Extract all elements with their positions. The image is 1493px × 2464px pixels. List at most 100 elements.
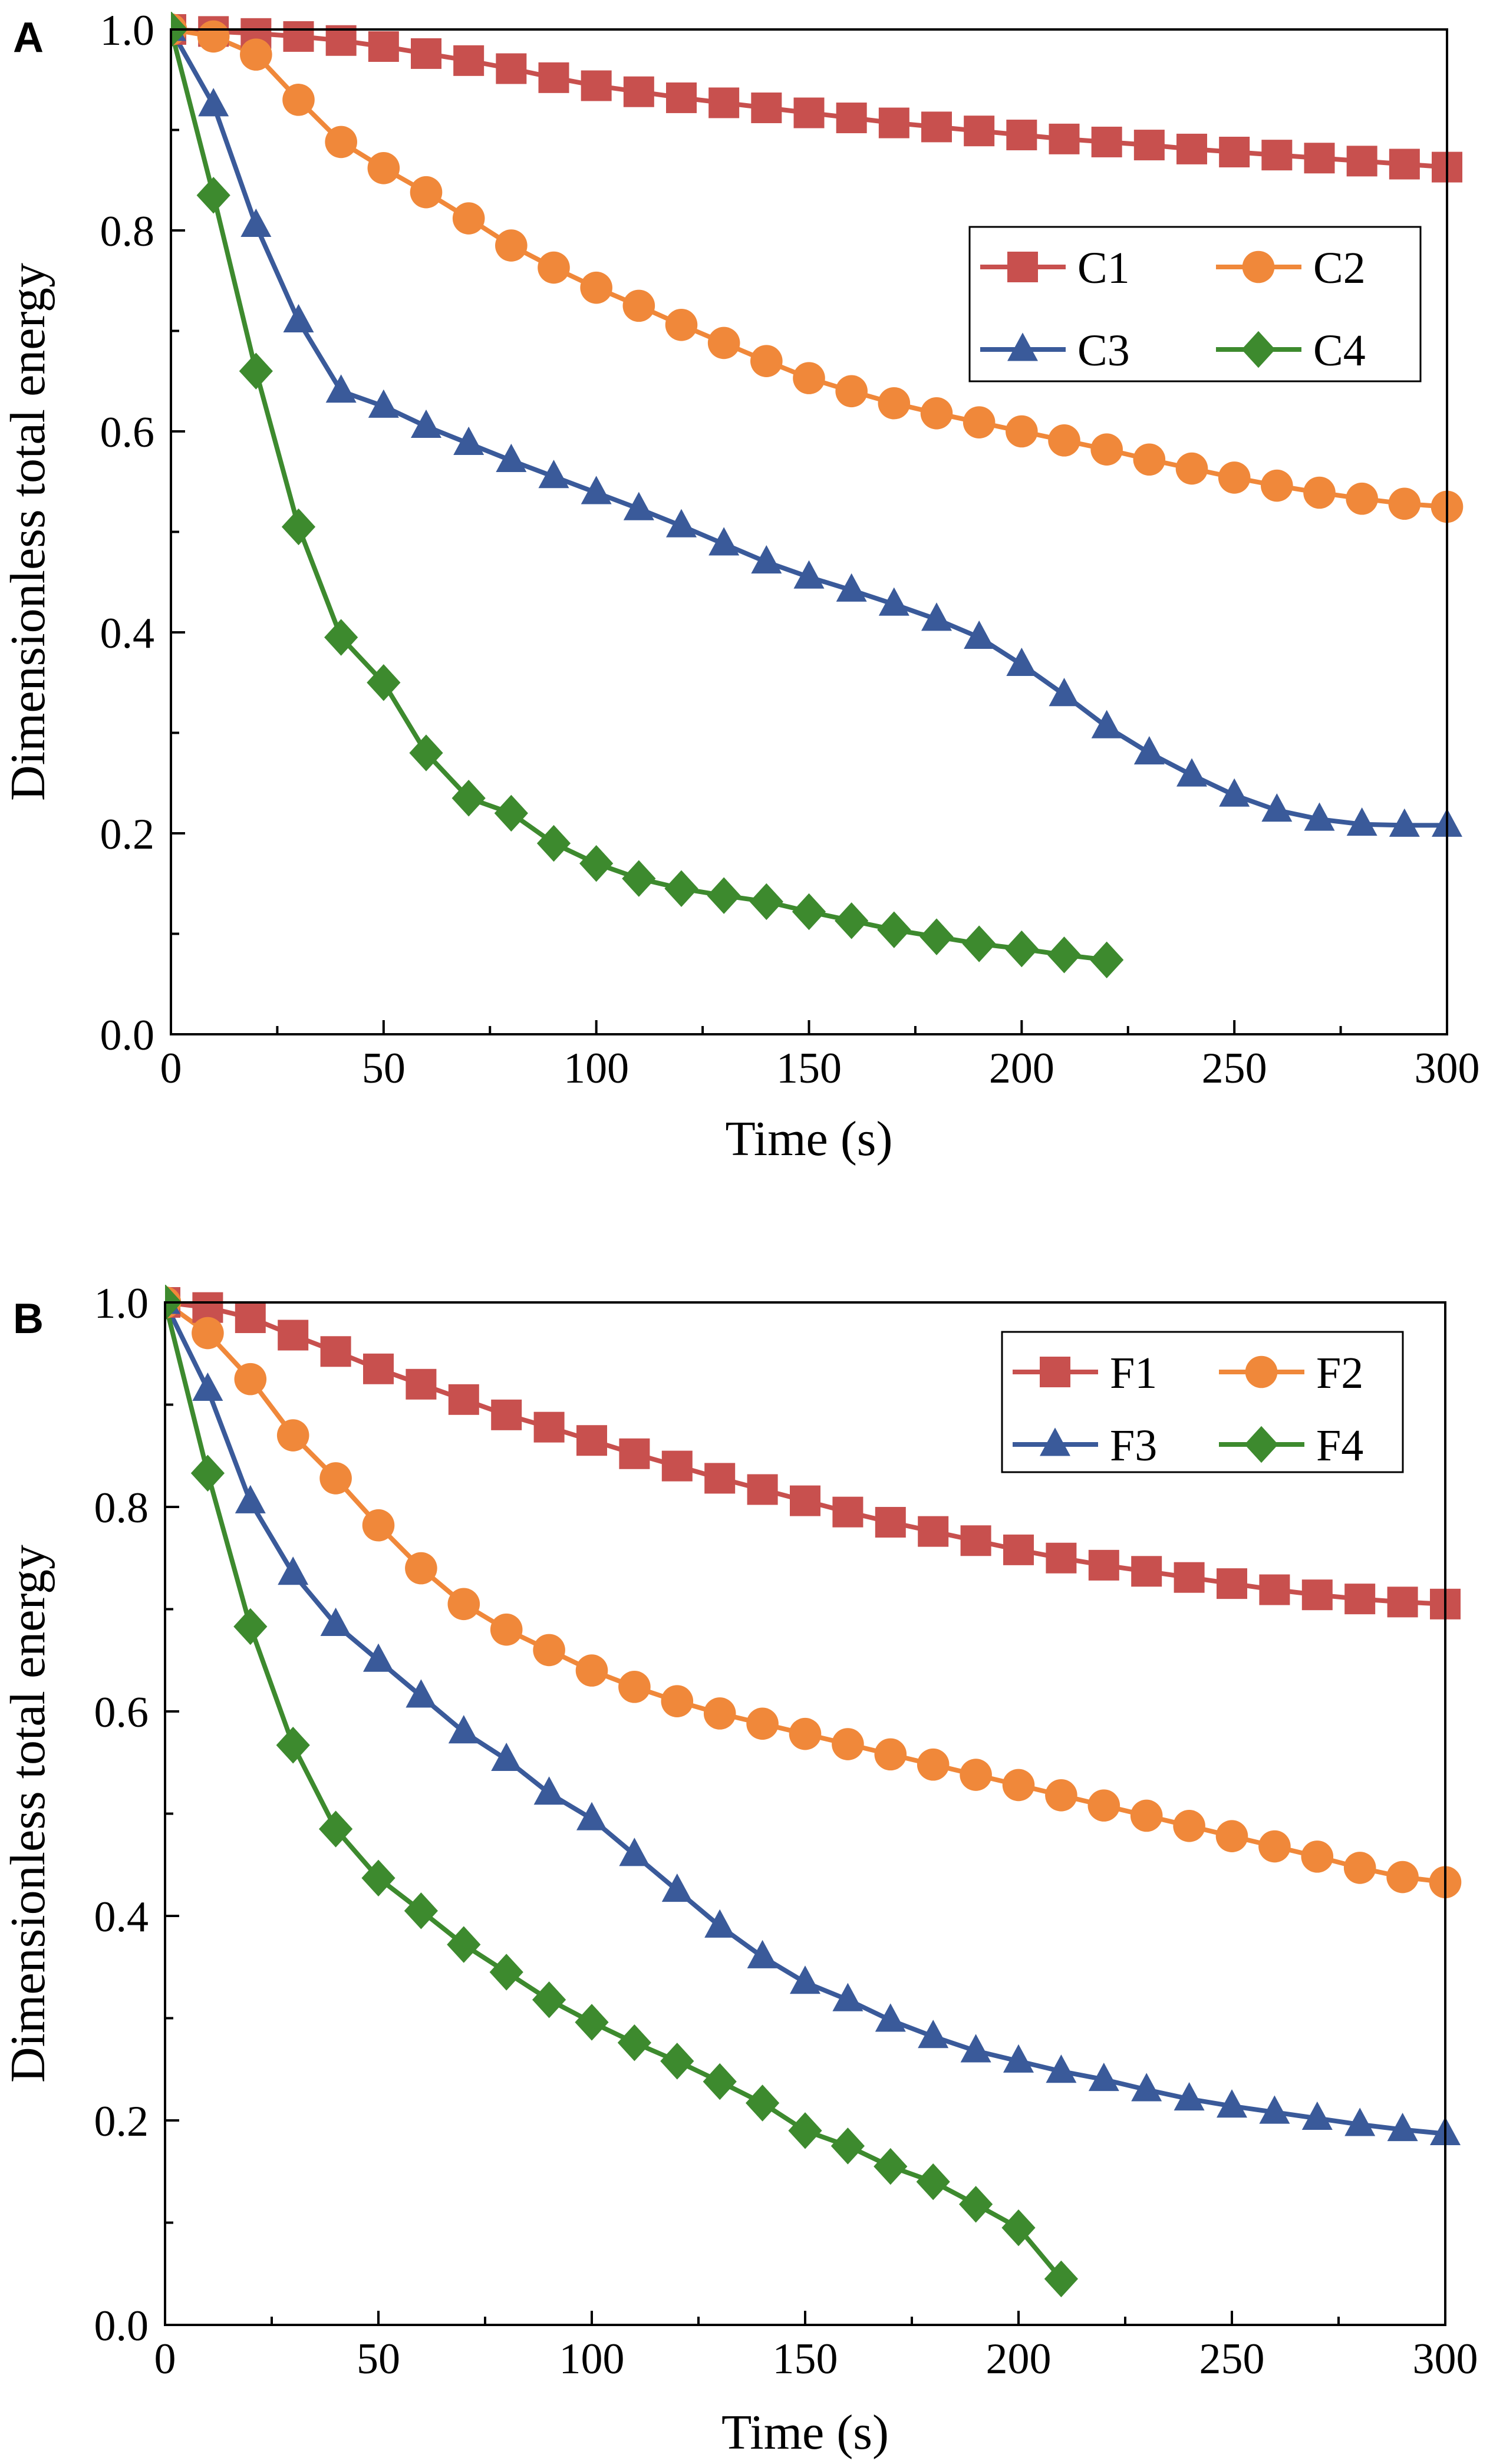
x-tick-label: 100: [563, 1044, 629, 1093]
series-c3-point-5: [368, 389, 399, 418]
series-c3-point-19: [964, 620, 995, 649]
series-f3-point-8: [491, 1742, 522, 1772]
legend-f4-marker-point: [1244, 1426, 1278, 1463]
series-f4-point-21: [1044, 2260, 1078, 2298]
series-c2-point-7: [452, 202, 485, 235]
series-f3-point-17: [875, 2003, 906, 2032]
series-c3-point-24: [1176, 758, 1207, 787]
series-f4-point-2: [233, 1608, 268, 1645]
series-f1-point-14: [747, 1474, 778, 1505]
series-c3-point-16: [836, 573, 867, 602]
x-tick-label: 150: [773, 2335, 838, 2383]
series-c2-point-2: [240, 38, 272, 71]
series-f3-point-6: [406, 1679, 437, 1708]
series-c2-point-27: [1303, 476, 1336, 509]
series-c4-point-2: [239, 352, 273, 390]
series-f2-point-13: [703, 1697, 736, 1730]
series-c1-point-24: [1176, 133, 1207, 164]
series-c3-point-3: [283, 304, 314, 332]
series-c1-point-20: [1006, 120, 1037, 151]
series-c4-point-6: [409, 734, 443, 771]
legend-f2-label: F2: [1316, 1348, 1363, 1398]
series-f1-point-7: [448, 1384, 479, 1415]
panel-a-label: A: [13, 14, 44, 61]
series-f1-point-11: [619, 1438, 650, 1469]
y-tick-label: 0.0: [94, 2302, 149, 2350]
series-c2-point-28: [1346, 482, 1378, 515]
series-f1-point-12: [661, 1450, 693, 1482]
x-tick-label: 50: [357, 2335, 400, 2383]
series-c1-point-17: [878, 107, 909, 138]
series-c1-point-29: [1389, 149, 1420, 180]
series-f3-point-7: [448, 1715, 479, 1744]
series-f1-point-28: [1344, 1584, 1376, 1615]
x-tick-label: 0: [154, 2335, 176, 2383]
series-c1-point-16: [836, 103, 867, 134]
series-c2-point-14: [750, 345, 783, 377]
series-c1-point-5: [368, 31, 399, 62]
series-f2-point-14: [746, 1707, 779, 1740]
series-f4-point-5: [361, 1859, 396, 1897]
series-f3-point-14: [747, 1939, 778, 1968]
series-c4-point-11: [622, 860, 656, 897]
x-tick-label: 200: [989, 1044, 1054, 1093]
series-c2-point-24: [1175, 452, 1208, 485]
series-c4-point-13: [707, 877, 741, 914]
legend-f3-marker-point: [1040, 1427, 1070, 1456]
y-tick-label: 0.8: [94, 1484, 149, 1532]
y-tick-label: 1.0: [94, 1279, 149, 1328]
series-c3-point-17: [878, 587, 909, 616]
series-c2-point-19: [963, 406, 996, 438]
series-f3-point-9: [533, 1776, 565, 1805]
series-f3-point-5: [363, 1643, 394, 1672]
legend-c1-marker-point: [1007, 252, 1038, 282]
series-c3-point-9: [538, 460, 569, 489]
x-tick-label: 0: [160, 1044, 182, 1093]
panel-a: A 0 50 100 150 200 250 300 0.0 0.2 0.4 0.6 0.8 1.0 Tim…: [1, 6, 1480, 1166]
series-f3-point-27: [1301, 2101, 1333, 2130]
series-c1-point-10: [581, 70, 612, 101]
series-f4-point-6: [404, 1892, 438, 1929]
series-f3-point-16: [832, 1983, 863, 2011]
series-c1-point-7: [453, 45, 485, 76]
series-c3-point-29: [1389, 808, 1420, 837]
series-f2-point-6: [405, 1552, 437, 1585]
series-c2-point-1: [197, 20, 230, 53]
x-tick-label: 150: [776, 1044, 842, 1093]
series-c1-point-14: [751, 92, 782, 123]
series-f3-point-29: [1387, 2113, 1418, 2142]
series-c2-point-4: [325, 126, 357, 159]
series-f4-point-1: [190, 1454, 225, 1492]
series-c3-point-4: [325, 374, 357, 403]
series-f2-point-29: [1386, 1861, 1419, 1894]
x-axis-label: Time (s): [721, 2405, 889, 2460]
series-f4-point-11: [617, 2024, 651, 2061]
series-f2-point-12: [661, 1685, 694, 1717]
series-c4-point-20: [1004, 930, 1039, 968]
series-f3-point-13: [704, 1909, 736, 1938]
series-c2-point-6: [410, 176, 443, 209]
series-f2-point-17: [874, 1738, 907, 1771]
legend-c2-label: C2: [1313, 243, 1366, 293]
legend-c2-marker-point: [1242, 250, 1275, 283]
series-f3-point-25: [1217, 2089, 1247, 2118]
series-f4-point-12: [660, 2043, 694, 2080]
legend-c3-label: C3: [1077, 326, 1130, 375]
series-f3-point-12: [661, 1873, 693, 1902]
legend-c1-label: C1: [1077, 243, 1130, 293]
series-f3-point-18: [918, 2020, 949, 2049]
series-c2-point-17: [878, 387, 911, 420]
y-tick-label: 0.4: [94, 1893, 149, 1941]
series-c1-point-6: [411, 38, 441, 69]
series-c4-point-19: [962, 925, 996, 962]
series-f4-point-4: [319, 1810, 353, 1848]
series-c3-point-1: [198, 88, 229, 117]
x-tick-label: 250: [1202, 1044, 1267, 1093]
series-c3-point-2: [240, 208, 272, 237]
series-c4-point-5: [367, 664, 401, 701]
x-tick-label: 100: [559, 2335, 625, 2383]
series-f3-point-23: [1131, 2073, 1162, 2102]
y-axis-label: Dimensionless total energy: [1, 1545, 55, 2083]
series-c4-point-8: [494, 794, 528, 832]
series-c1-point-21: [1049, 123, 1080, 154]
